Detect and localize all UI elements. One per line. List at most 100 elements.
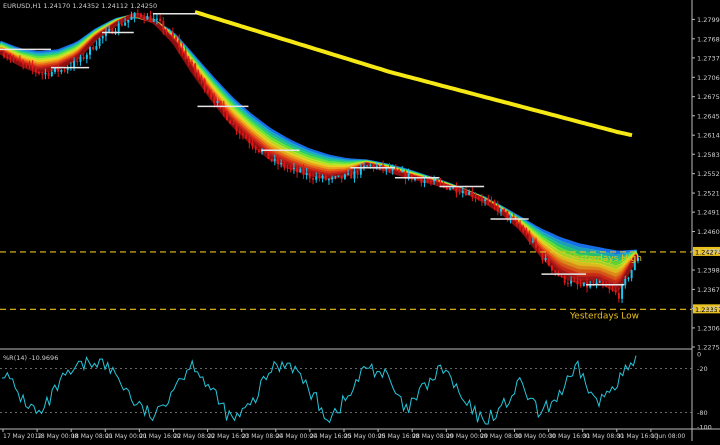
candle-body [44, 72, 47, 75]
candle-body [76, 60, 79, 62]
y-tick-label: 1.27990 [697, 16, 720, 24]
candle-body [31, 65, 34, 70]
candle-body [222, 104, 225, 112]
candle-body [477, 197, 480, 199]
candle-body [315, 176, 318, 180]
candle-body [210, 92, 213, 98]
candle-body [601, 281, 604, 285]
candle-body [398, 169, 401, 173]
candle-body [426, 180, 429, 182]
candle-body [251, 142, 254, 147]
y-tick-label: 1.23060 [697, 324, 720, 332]
candle-body [627, 278, 630, 280]
candle-body [181, 47, 184, 51]
x-tick-label: 24 May 00:00 [276, 433, 317, 440]
x-tick-label: 23 May 08:00 [242, 433, 283, 440]
y-tick-label: 1.23370 [697, 305, 720, 313]
candle-body [410, 173, 413, 180]
candle-body [104, 31, 107, 37]
candle-body [490, 200, 493, 202]
candle-body [554, 270, 557, 273]
candle-body [18, 59, 21, 63]
candle-body [340, 175, 343, 179]
candle-body [624, 279, 627, 286]
candle-body [614, 290, 617, 293]
candle-body [280, 162, 283, 165]
candle-body [178, 39, 181, 48]
y-tick-label: 1.24290 [697, 247, 720, 255]
candle-body [302, 169, 305, 176]
candle-body [187, 58, 190, 62]
candle-body [111, 29, 114, 34]
x-tick-label: 29 May 00:00 [446, 433, 487, 440]
candle-body [273, 159, 276, 161]
x-tick-label: 30 May 00:00 [515, 433, 556, 440]
candle-body [541, 252, 544, 260]
candle-body [289, 168, 292, 170]
y-tick-label: 1.26450 [697, 112, 720, 120]
y-tick-label: 1.27065 [697, 74, 720, 82]
candle-body [579, 284, 582, 286]
candle-body [203, 79, 206, 90]
candle-body [458, 192, 461, 194]
candle-body [79, 56, 82, 62]
candle-body [385, 167, 388, 170]
candle-body [257, 149, 260, 152]
x-tick-label: 18 May 08:00 [71, 433, 112, 440]
y-tick-label: 1.26140 [697, 132, 720, 140]
candle-body [213, 97, 216, 104]
candle-body [394, 168, 397, 170]
candle-body [200, 76, 203, 80]
candle-body [442, 183, 445, 186]
x-tick-label: 21 May 00:00 [105, 433, 146, 440]
candle-body [589, 283, 592, 288]
candle-body [547, 257, 550, 266]
candle-body [474, 196, 477, 198]
candle-body [378, 165, 381, 167]
candle-body [261, 151, 264, 153]
wpr-tick-label: -80 [697, 409, 708, 417]
x-tick-label: 25 May 00:00 [344, 433, 385, 440]
candle-body [436, 179, 439, 182]
candle-body [471, 191, 474, 197]
candle-body [372, 164, 375, 169]
candle-body [576, 281, 579, 285]
candle-body [63, 70, 66, 72]
candle-body [194, 63, 197, 73]
candle-body [630, 269, 633, 279]
candle-body [525, 231, 528, 234]
wpr-info: %R(14) -10.9696 [3, 354, 58, 362]
candle-body [53, 68, 56, 72]
y-tick-label: 1.24910 [697, 209, 720, 217]
candle-body [120, 23, 123, 26]
x-tick-label: 28 May 08:00 [412, 433, 453, 440]
candle-body [391, 168, 394, 171]
candle-body [38, 72, 41, 74]
candle-body [162, 21, 165, 30]
candle-body [347, 173, 350, 175]
candle-body [544, 257, 547, 260]
candle-body [168, 31, 171, 33]
y-tick-label: 1.23675 [697, 286, 720, 294]
candle-body [47, 72, 50, 76]
candle-body [496, 205, 499, 212]
candle-body [439, 181, 442, 184]
wpr-tick-label: 0 [697, 351, 701, 359]
candle-body [550, 265, 553, 271]
yesterday-high-price: 1.24274 [695, 248, 720, 256]
x-tick-label: 17 May 2012 [3, 433, 42, 440]
y-tick-label: 1.23985 [697, 267, 720, 275]
x-tick-label: 31 May 16:00 [617, 433, 658, 440]
candle-body [197, 72, 200, 77]
candle-body [308, 173, 311, 179]
candle-body [493, 201, 496, 206]
candle-body [136, 13, 139, 15]
price-axis: 1.27990 1.27680 1.27375 1.27065 1.26755 1.264… [692, 16, 720, 352]
candle-body [535, 240, 538, 248]
yesterday-low-label: Yesterdays Low [569, 311, 639, 321]
x-tick-label: 18 May 00:00 [37, 433, 78, 440]
candle-body [22, 62, 25, 65]
candle-body [318, 176, 321, 179]
